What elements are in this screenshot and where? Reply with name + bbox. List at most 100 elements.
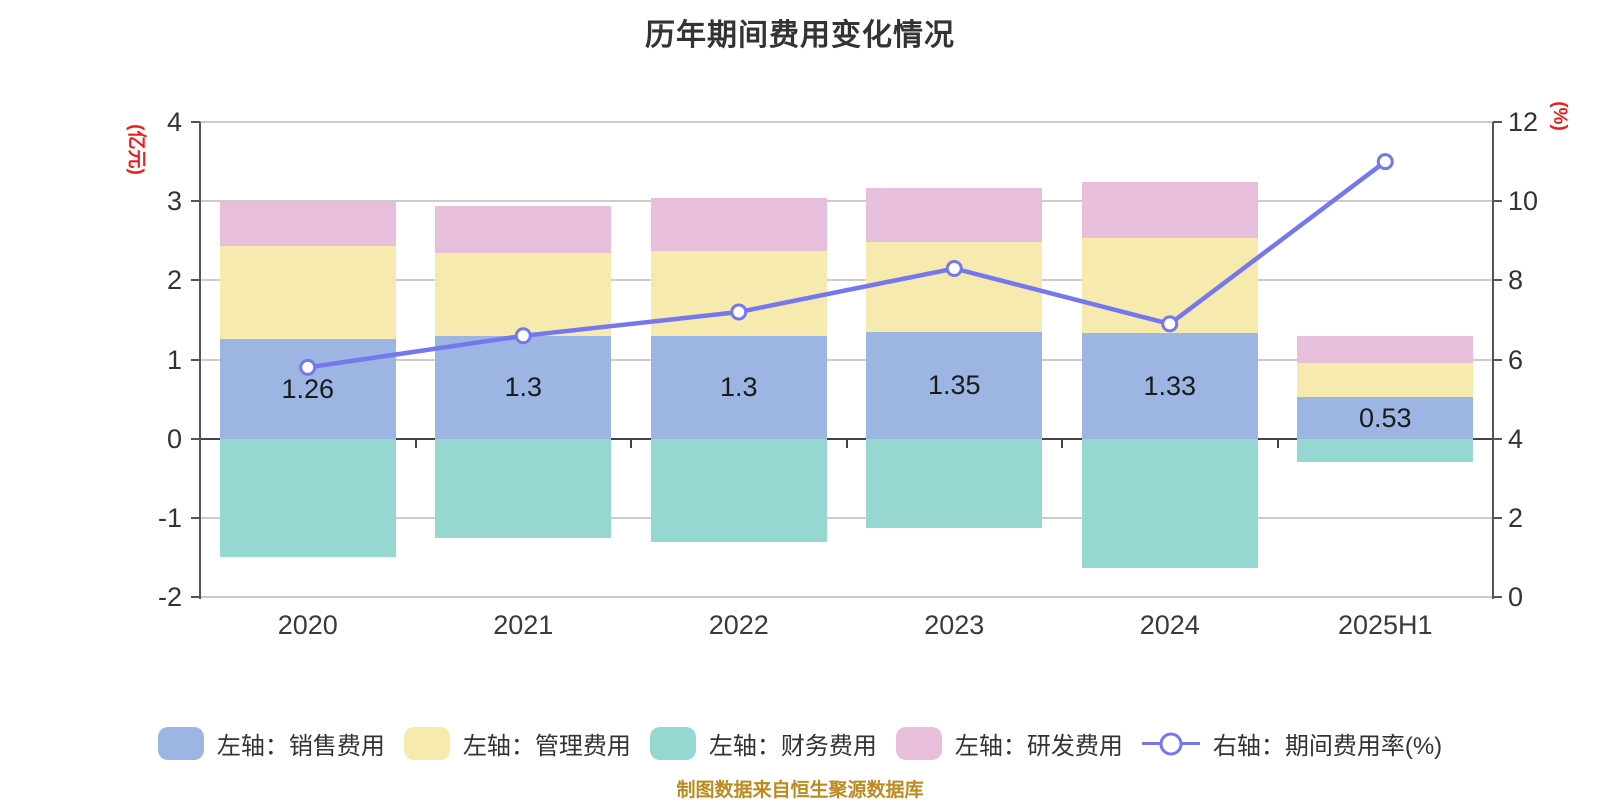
chart-title: 历年期间费用变化情况 [645, 19, 955, 52]
legend-label: 左轴：财务费用 [708, 733, 877, 760]
bar-segment-4[interactable] [1081, 182, 1258, 238]
legend-swatch-icon [403, 727, 450, 760]
bar-segment-3[interactable] [435, 438, 612, 538]
bar-segment-2[interactable] [866, 242, 1043, 332]
bar-segment-1[interactable] [650, 335, 827, 439]
legend-swatch-icon [157, 727, 204, 760]
bar-segment-3[interactable] [650, 438, 827, 543]
gridline [200, 121, 1493, 123]
right-axis-tick [1493, 437, 1502, 440]
category-tick [845, 438, 848, 448]
bar-segment-4[interactable] [219, 201, 396, 247]
right-axis-tick-label: 6 [1508, 344, 1524, 375]
legend-item-3[interactable]: 左轴：财务费用 [649, 726, 877, 761]
bar-segment-3[interactable] [219, 438, 396, 557]
category-tick [1276, 438, 1279, 448]
bar-segment-4[interactable] [435, 205, 612, 254]
right-axis-line [1492, 122, 1494, 599]
bar-segment-1[interactable] [219, 338, 396, 439]
right-axis-tick [1493, 596, 1502, 598]
left-axis-tick [191, 358, 200, 361]
bar-segment-3[interactable] [866, 438, 1043, 529]
legend-swatch-icon [895, 727, 942, 760]
bar-segment-4[interactable] [866, 187, 1043, 243]
data-source-caption: 制图数据来自恒生聚源数据库 [676, 780, 924, 800]
legend-label: 左轴：管理费用 [462, 733, 631, 760]
rate-line-marker[interactable] [945, 259, 963, 277]
left-axis-line [199, 122, 201, 599]
rate-line-marker[interactable] [1161, 315, 1179, 333]
left-axis-tick-label: 4 [166, 107, 182, 137]
gridline [200, 279, 1493, 282]
bar-segment-1[interactable] [435, 335, 612, 439]
left-axis-tick-label: 3 [166, 186, 182, 217]
rate-line-marker[interactable] [299, 358, 317, 376]
right-axis-tick [1493, 516, 1502, 519]
legend: 左轴：销售费用 左轴：管理费用 左轴：财务费用 左轴：研发费用 右轴：期间费用率(%) [0, 726, 1600, 761]
right-axis-tick-label: 2 [1508, 502, 1524, 533]
x-axis-label: 2024 [1139, 610, 1200, 640]
right-axis-tick [1493, 358, 1502, 361]
right-axis-tick-label: 8 [1508, 265, 1524, 296]
left-axis-tick [191, 596, 200, 598]
bar-segment-2[interactable] [650, 251, 827, 336]
bar-segment-1[interactable] [866, 331, 1043, 439]
category-tick [414, 438, 417, 448]
left-axis-tick [191, 516, 200, 519]
x-axis-label: 2023 [924, 610, 985, 640]
bar-segment-3[interactable] [1297, 438, 1474, 463]
right-axis-tick [1493, 279, 1502, 282]
legend-label: 右轴：期间费用率(%) [1212, 733, 1443, 760]
right-axis-tick [1493, 200, 1502, 203]
legend-label: 左轴：销售费用 [216, 733, 385, 760]
category-tick [630, 438, 632, 448]
bar-segment-2[interactable] [1297, 362, 1474, 397]
right-axis-tick-label: 10 [1508, 186, 1539, 217]
bar-value-label: 1.35 [927, 370, 981, 401]
bar-value-label: 1.26 [281, 373, 335, 404]
bar-value-label: 0.53 [1358, 402, 1412, 433]
bar-segment-2[interactable] [219, 246, 396, 339]
bar-segment-4[interactable] [650, 198, 827, 252]
bar-segment-4[interactable] [1297, 335, 1474, 363]
category-tick [1061, 438, 1063, 448]
bar-segment-1[interactable] [1297, 396, 1474, 439]
bar-segment-3[interactable] [1081, 438, 1258, 569]
gridline [200, 358, 1493, 361]
rate-line-marker[interactable] [730, 303, 748, 321]
left-axis-tick [191, 279, 200, 282]
x-axis-label: 2021 [493, 610, 554, 640]
right-axis-tick-label: 0 [1508, 582, 1524, 612]
right-axis-tick [1493, 121, 1502, 123]
right-axis-tick-label: 4 [1508, 423, 1524, 454]
gridline [200, 516, 1493, 519]
legend-line-marker-icon [1141, 727, 1200, 760]
left-axis-tick-label: -2 [157, 582, 182, 612]
rate-line [307, 159, 1387, 370]
rate-line-marker[interactable] [1376, 153, 1394, 171]
bar-segment-2[interactable] [435, 253, 612, 336]
x-axis-label: 2025H1 [1337, 610, 1433, 640]
right-axis-tick-label: 12 [1508, 107, 1539, 137]
x-axis-label: 2022 [708, 610, 769, 640]
bar-value-label: 1.33 [1143, 371, 1197, 402]
left-axis-tick-label: 1 [166, 344, 182, 375]
legend-item-2[interactable]: 左轴：管理费用 [403, 726, 631, 761]
bar-value-label: 1.3 [504, 372, 543, 403]
legend-item-4[interactable]: 左轴：研发费用 [895, 726, 1123, 761]
rate-line-marker[interactable] [514, 327, 532, 345]
left-axis-tick [191, 121, 200, 123]
bar-value-label: 1.3 [719, 372, 758, 403]
gridline [200, 200, 1493, 203]
left-axis-tick-label: -1 [157, 502, 182, 533]
bar-segment-1[interactable] [1081, 333, 1258, 439]
x-axis-label: 2020 [277, 610, 338, 640]
left-axis-tick [191, 200, 200, 203]
legend-item-1[interactable]: 左轴：销售费用 [157, 726, 385, 761]
left-axis-tick-label: 2 [166, 265, 182, 296]
legend-item-5[interactable]: 右轴：期间费用率(%) [1141, 726, 1443, 761]
left-axis-tick [191, 437, 200, 440]
legend-swatch-icon [649, 727, 696, 760]
